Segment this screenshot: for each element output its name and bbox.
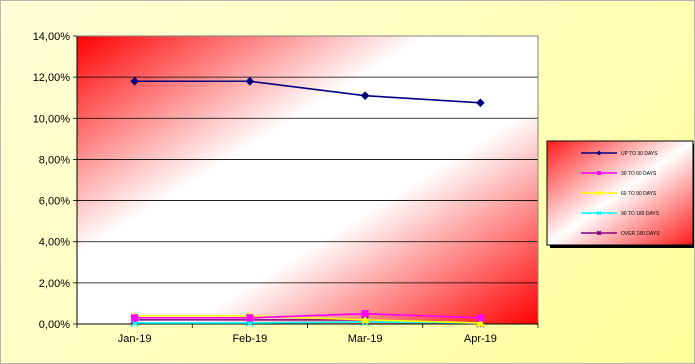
data-point [596,230,602,236]
x-tick-label: Feb-19 [232,333,267,345]
y-tick-label: 12,00% [33,72,71,84]
data-point [596,210,602,216]
data-point [361,310,369,318]
y-tick-label: 2,00% [39,278,70,290]
data-point [475,318,485,327]
data-point [596,190,602,195]
data-point [131,314,139,322]
data-point [360,315,370,324]
y-tick-label: 4,00% [39,237,70,249]
data-point [245,76,255,86]
plot-area [77,36,538,324]
series-line [134,312,481,319]
x-tick-label: Mar-19 [348,333,383,345]
data-point [596,150,602,156]
x-tick-label: Jan-19 [118,333,152,345]
y-tick-label: 8,00% [39,154,70,166]
data-point [246,314,254,322]
y-tick-label: 0,00% [39,319,70,331]
legend-label: 30 TO 60 DAYS [621,171,657,177]
legend [546,140,694,246]
x-tick-label: Apr-19 [464,333,497,345]
legend-label: UP TO 30 DAYS [621,151,658,157]
data-point [476,314,484,322]
series-line [134,80,481,104]
y-tick-label: 6,00% [39,196,70,208]
series-line [134,314,481,324]
data-point [596,170,602,176]
legend-label: OVER 180 DAYS [621,231,660,237]
data-point [360,91,370,100]
series-line [134,321,481,324]
data-point [130,76,139,86]
y-tick-label: 14,00% [33,31,71,43]
legend-label: 90 TO 180 DAYS [621,211,660,217]
data-point [476,98,485,108]
y-tick-label: 10,00% [33,113,71,125]
legend-label: 60 TO 90 DAYS [621,191,657,197]
